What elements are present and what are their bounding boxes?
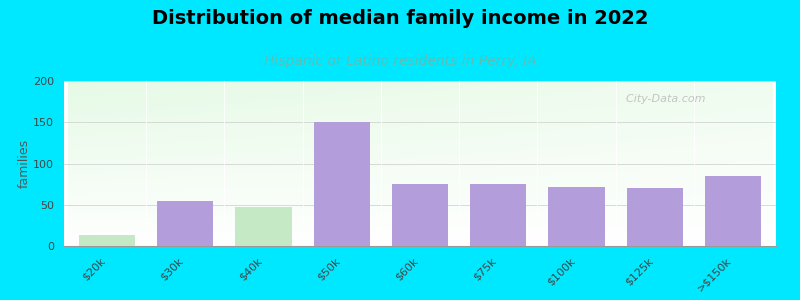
Text: Distribution of median family income in 2022: Distribution of median family income in … — [152, 9, 648, 28]
Bar — [235, 207, 292, 246]
Bar — [157, 202, 214, 246]
Bar — [392, 184, 448, 246]
Y-axis label: families: families — [18, 139, 30, 188]
Bar — [705, 176, 761, 246]
Bar — [79, 235, 135, 246]
Bar — [470, 184, 526, 246]
Bar — [626, 188, 683, 246]
Bar — [314, 122, 370, 246]
Text: City-Data.com: City-Data.com — [619, 94, 706, 104]
Bar — [548, 187, 605, 246]
Text: Hispanic or Latino residents in Perry, IA: Hispanic or Latino residents in Perry, I… — [264, 54, 536, 68]
